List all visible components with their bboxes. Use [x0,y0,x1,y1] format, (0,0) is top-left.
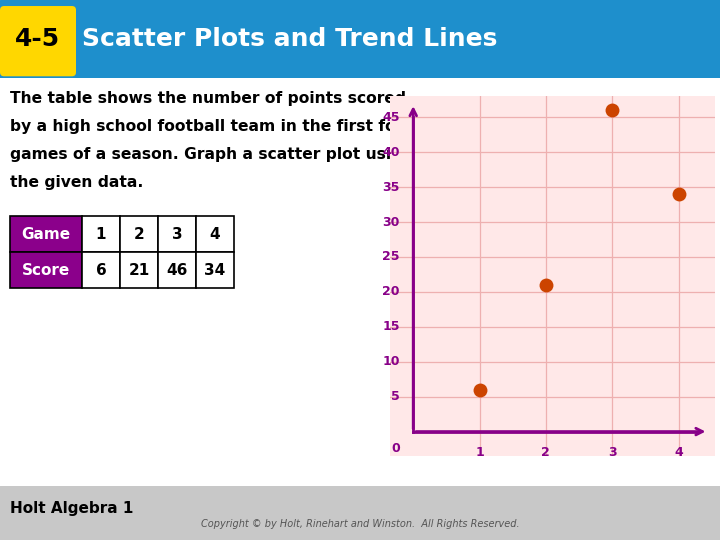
Text: 20: 20 [382,285,400,299]
Text: 4: 4 [210,227,220,242]
Text: 46: 46 [166,262,188,278]
Bar [120,252,158,288]
Text: Game: Game [22,227,71,242]
Text: Holt Algebra 1: Holt Algebra 1 [10,501,133,516]
Text: 3: 3 [608,446,616,458]
Text: 35: 35 [382,180,400,194]
Text: 34: 34 [204,262,225,278]
Text: Copyright © by Holt, Rinehart and Winston.  All Rights Reserved.: Copyright © by Holt, Rinehart and Winsto… [201,519,519,529]
Text: 40: 40 [382,146,400,159]
Text: Score: Score [22,262,70,278]
Text: 4: 4 [674,446,683,458]
Text: The table shows the number of points scored: The table shows the number of points sco… [10,91,406,106]
Text: by a high school football team in the first four: by a high school football team in the fi… [10,119,415,134]
Text: 2: 2 [541,446,550,458]
Bar [196,252,234,288]
Point [474,386,485,394]
Text: 1: 1 [475,446,484,458]
Text: 1: 1 [96,227,107,242]
Bar [158,252,196,288]
Bar [82,216,120,252]
Text: 25: 25 [382,251,400,264]
Text: 30: 30 [382,215,400,228]
Text: 10: 10 [382,355,400,368]
Point [606,106,618,114]
Text: 4-5: 4-5 [15,27,60,51]
Bar [196,216,234,252]
Text: 21: 21 [128,262,150,278]
Text: 6: 6 [96,262,107,278]
Text: the given data.: the given data. [10,175,143,190]
Point [672,190,684,198]
Text: 2: 2 [134,227,145,242]
Text: 3: 3 [171,227,182,242]
Point [540,281,552,289]
FancyBboxPatch shape [0,6,76,76]
Text: 15: 15 [382,320,400,333]
Text: Scatter Plots and Trend Lines: Scatter Plots and Trend Lines [82,27,498,51]
Bar [158,216,196,252]
Bar [120,216,158,252]
Text: 45: 45 [382,111,400,124]
Bar [10,216,82,252]
Text: games of a season. Graph a scatter plot using: games of a season. Graph a scatter plot … [10,147,413,162]
Bar [10,252,82,288]
Text: 5: 5 [391,390,400,403]
Text: 0: 0 [391,442,400,455]
Bar [82,252,120,288]
